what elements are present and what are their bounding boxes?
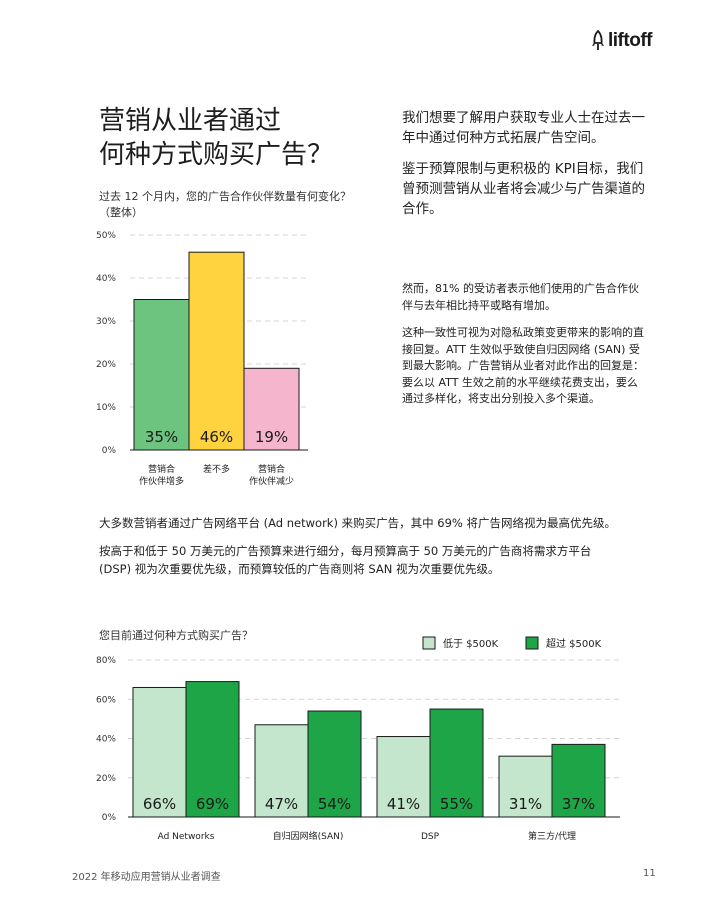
data-label: 54% <box>318 795 351 813</box>
intro-paragraph-2: 鉴于预算限制与更积极的 KPI目标，我们曾预测营销从业者将会减少与广告渠道的合作… <box>402 161 645 217</box>
page-title-line-2: 何种方式购买广告？ <box>99 140 334 170</box>
y-tick-label: 30% <box>96 317 116 327</box>
y-tick-label: 20% <box>96 360 116 370</box>
y-tick-label: 0% <box>102 813 117 823</box>
legend-label: 低于 $500K <box>443 637 499 650</box>
data-label: 46% <box>200 428 233 446</box>
y-tick-label: 40% <box>96 735 116 745</box>
data-label: 37% <box>562 795 595 813</box>
x-tick-label: 作伙伴减少 <box>249 475 294 487</box>
x-tick-label: 作伙伴增多 <box>139 475 184 487</box>
body-paragraph-1: 大多数营销者通过广告网络平台 (Ad network) 来购买广告，其中 69%… <box>99 516 616 530</box>
x-tick-label: 第三方/代理 <box>528 830 576 842</box>
data-label: 69% <box>196 795 229 813</box>
y-tick-label: 60% <box>96 695 116 705</box>
intro-paragraph-1: 我们想要了解用户获取专业人士在过去一年中通过何种方式拓展广告空间。 <box>402 110 645 146</box>
bar <box>307 710 362 818</box>
body-paragraph-2: 按高于和低于 50 万美元的广告预算来进行细分，每月预算高于 50 万美元的广告… <box>99 544 592 576</box>
legend-label: 超过 $500K <box>546 637 602 650</box>
data-label: 47% <box>265 795 298 813</box>
data-label: 41% <box>387 795 420 813</box>
bar <box>429 708 484 818</box>
data-label: 55% <box>440 795 473 813</box>
legend-swatch <box>422 636 436 650</box>
logo-text: liftoff <box>608 30 652 51</box>
chart1-title: 过去 12 个月内，您的广告合作伙伴数量有何变化？（整体） <box>99 190 351 219</box>
bar <box>498 755 553 818</box>
y-tick-label: 50% <box>96 231 116 241</box>
detail-text: 然而，81% 的受访者表示他们使用的广告合作伙伴与去年相比持平或略有增加。 这种… <box>402 281 647 419</box>
x-tick-label: 差不多 <box>203 463 230 475</box>
data-label: 35% <box>145 428 178 446</box>
bar <box>243 367 300 451</box>
legend-swatch <box>525 636 539 650</box>
rocket-icon <box>592 30 604 50</box>
bar <box>188 251 245 451</box>
partner-change-chart: 0%10%20%30%40%50%35%营销合作伙伴增多46%差不多19%营销合… <box>96 231 308 487</box>
page-title-line-1: 营销从业者通过 <box>99 106 282 136</box>
liftoff-logo: liftoff <box>591 30 652 52</box>
page-number: 11 <box>643 868 656 879</box>
y-tick-label: 80% <box>96 656 116 666</box>
y-tick-label: 40% <box>96 274 116 284</box>
data-label: 19% <box>255 428 288 446</box>
x-tick-label: Ad Networks <box>158 832 215 842</box>
ad-buying-chart: 0% 20% 40% 60% 80% 66% 69% Ad Networks 47% 54% 自归因… <box>96 636 620 842</box>
bar <box>551 743 606 818</box>
y-tick-label: 20% <box>96 774 116 784</box>
x-tick-label: DSP <box>421 832 440 842</box>
chart2-title: 您目前通过何种方式购买广告？ <box>99 629 253 642</box>
x-tick-label: 自归因网络(SAN) <box>273 830 344 842</box>
footer-text: 2022 年移动应用营销从业者调查 <box>72 872 221 883</box>
intro-text: 我们想要了解用户获取专业人士在过去一年中通过何种方式拓展广告空间。 鉴于预算限制… <box>402 108 647 230</box>
bar <box>376 736 431 818</box>
data-label: 31% <box>509 795 542 813</box>
bar <box>133 299 190 451</box>
bar <box>185 681 240 818</box>
detail-paragraph-1: 然而，81% 的受访者表示他们使用的广告合作伙伴与去年相比持平或略有增加。 <box>402 282 639 312</box>
y-tick-label: 0% <box>102 446 117 456</box>
x-tick-label: 营销合 <box>148 463 175 475</box>
x-tick-label: 营销合 <box>258 463 285 475</box>
data-label: 66% <box>143 795 176 813</box>
page-title: 营销从业者通过 何种方式购买广告？ <box>99 104 333 172</box>
y-tick-label: 10% <box>96 403 116 413</box>
body-text: 大多数营销者通过广告网络平台 (Ad network) 来购买广告，其中 69%… <box>99 514 619 588</box>
detail-paragraph-2: 这种一致性可视为对隐私政策变更带来的影响的直接回复。ATT 生效似乎致使自归因网… <box>402 326 644 405</box>
